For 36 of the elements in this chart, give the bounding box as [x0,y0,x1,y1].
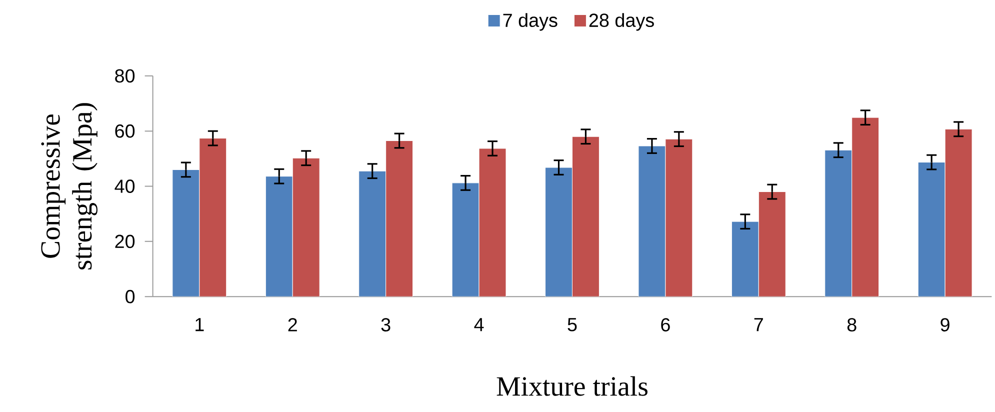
x-tick-label: 2 [288,318,297,332]
bar [731,221,759,296]
bar [638,146,666,296]
bar [452,182,480,296]
bar [545,167,572,296]
bar [758,191,786,296]
x-tick-label: 8 [847,318,856,332]
y-tick-label: 60 [115,124,135,138]
bar [265,176,293,296]
x-tick-label: 7 [754,318,763,331]
bar [172,169,200,296]
bar [386,140,414,296]
bar [918,162,946,296]
bar [852,117,880,296]
bar [478,148,506,296]
bar [292,158,320,296]
x-axis-title: Mixture trials [496,376,648,396]
x-tick-label: 3 [381,318,390,332]
y-tick-label: 0 [126,290,135,304]
y-axis-title: Compressive strength (Mpa) [41,102,98,270]
x-tick-label: 1 [196,318,204,331]
legend-label: 7 days [503,12,558,31]
x-tick-label: 4 [474,318,484,331]
y-tick-label: 20 [115,234,135,248]
y-tick-label: 40 [114,179,135,193]
bar [665,138,693,296]
bar [824,150,852,296]
x-tick-label: 5 [568,318,577,332]
legend-label: 28 days [589,12,654,31]
y-tick-label: 80 [115,68,135,82]
bar [572,136,600,296]
bar [358,170,386,296]
bar [944,128,972,296]
x-tick-label: 9 [940,318,950,332]
bar [199,138,227,296]
x-tick-label: 6 [661,318,670,332]
